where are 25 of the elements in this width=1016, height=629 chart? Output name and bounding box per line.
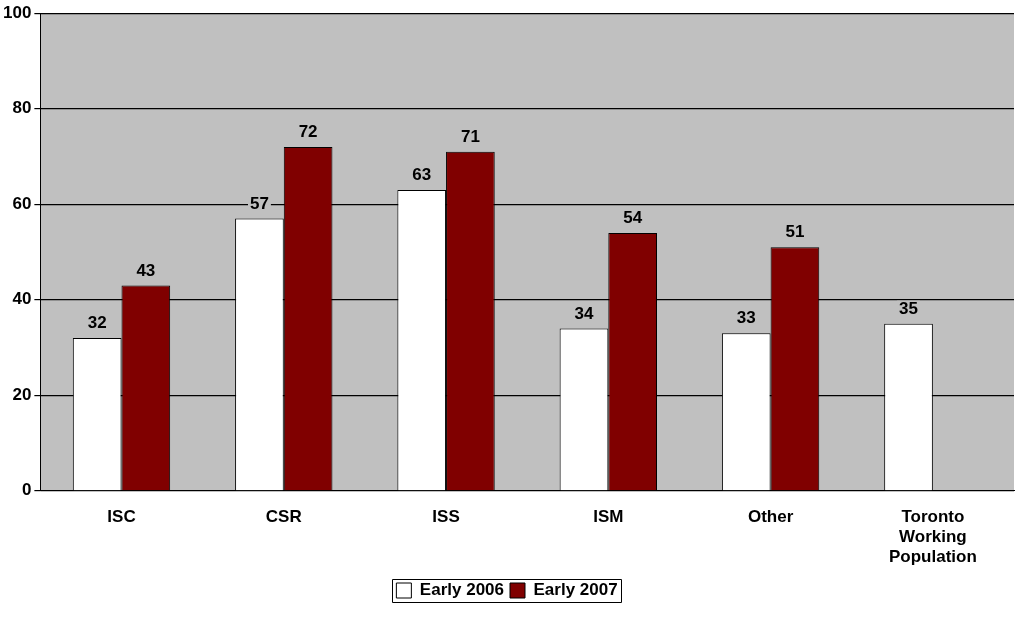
- x-tick-label: ISC: [107, 506, 136, 526]
- data-label: 51: [785, 222, 805, 242]
- legend-label: Early 2006: [419, 580, 505, 600]
- y-tick-label: 60: [12, 193, 32, 213]
- data-label: 57: [249, 193, 269, 213]
- x-tick-label: ISM: [593, 506, 624, 526]
- data-label: 43: [136, 260, 156, 280]
- x-tick-label: Toronto Working Population: [888, 506, 977, 567]
- y-tick-label: 100: [2, 2, 32, 22]
- y-tick-label: 40: [12, 289, 32, 309]
- data-label: 34: [574, 303, 594, 323]
- x-tick-label: ISS: [432, 506, 460, 526]
- y-tick-label: 0: [21, 480, 32, 500]
- data-label: 33: [736, 308, 756, 328]
- y-tick-label: 20: [12, 384, 32, 404]
- data-label: 32: [87, 313, 107, 333]
- y-tick-label: 80: [12, 98, 32, 118]
- data-label: 54: [623, 208, 643, 228]
- data-label: 35: [899, 298, 918, 318]
- x-tick-label: Other: [747, 506, 794, 526]
- data-label: 63: [412, 165, 432, 185]
- data-label: 72: [298, 122, 318, 142]
- data-label: 71: [460, 126, 480, 146]
- legend-label: Early 2007: [533, 580, 618, 600]
- x-tick-label: CSR: [265, 506, 302, 526]
